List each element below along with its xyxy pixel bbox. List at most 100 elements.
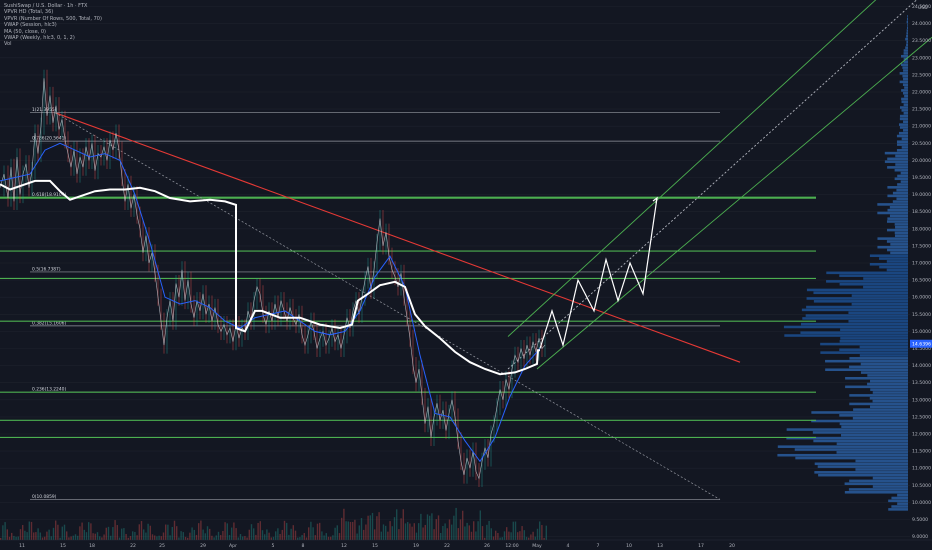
price-tick-label: 11.0000	[912, 466, 931, 472]
time-tick-label: 5	[272, 543, 275, 549]
price-tick-label: 12.5000	[912, 414, 931, 420]
price-tick-label: 22.5000	[912, 72, 931, 78]
volume-profile-bar	[886, 240, 908, 243]
volume-profile-bar	[884, 151, 908, 155]
time-tick-label: 22	[130, 543, 136, 549]
volume-profile-bar	[889, 214, 908, 218]
volume-profile-bar	[906, 17, 908, 21]
volume-bar	[312, 527, 314, 540]
legend-vwap-weekly[interactable]: VWAP (Weekly, hlc3, 0, 1, 2)	[4, 35, 75, 42]
volume-bar	[11, 532, 13, 540]
volume-profile-bar	[777, 445, 908, 448]
volume-profile-bar	[904, 94, 908, 98]
time-tick-label: May	[532, 543, 542, 549]
volume-bar	[52, 527, 55, 540]
volume-bar	[301, 535, 303, 540]
legend-vpvr-hd[interactable]: VPVR HD (Total, 36)	[4, 9, 54, 16]
volume-bar	[33, 532, 35, 540]
volume-bar	[468, 525, 470, 540]
volume-bar	[352, 521, 354, 540]
time-tick-label: 15	[60, 543, 66, 549]
diagonal-dashed-line	[54, 112, 721, 500]
volume-profile-bar	[887, 157, 908, 161]
legend-vol[interactable]: Vol	[4, 41, 12, 48]
drawn-lines[interactable]	[54, 0, 932, 500]
time-tick-label: 29	[200, 543, 206, 549]
volume-bar	[484, 537, 486, 540]
volume-profile-bar	[869, 263, 908, 266]
volume-profile-bar	[906, 40, 908, 44]
volume-profile-bar	[870, 388, 908, 391]
volume-profile-bar	[902, 83, 908, 86]
volume-profile-bar	[901, 63, 908, 67]
volume-profile-bar	[887, 166, 908, 169]
volume-profile-bar	[872, 399, 908, 403]
volume-bar	[486, 524, 488, 540]
legend-vwap-session[interactable]: VWAP (Session, hlc3)	[4, 22, 57, 29]
volume-bar	[299, 537, 301, 540]
price-tick-label: 22.0000	[912, 90, 931, 96]
volume-bar	[490, 528, 492, 540]
volume-bar	[8, 536, 11, 540]
volume-profile-bar	[851, 302, 908, 306]
volume-bar	[378, 512, 380, 540]
volume-bar	[440, 532, 442, 540]
legend-symbol[interactable]: SushiSwap / U.S. Dollar · 1h · FTX	[4, 3, 88, 9]
volume-profile-bar	[900, 180, 908, 183]
volume-profile-bar	[896, 188, 908, 192]
volume-bar	[398, 529, 400, 540]
volume-bar	[367, 515, 369, 540]
legend-ma[interactable]: MA (50, close, 0)	[4, 28, 47, 35]
volume-profile-bar	[839, 422, 908, 426]
volume-bar	[66, 531, 68, 540]
time-tick-label: 11	[19, 543, 25, 549]
volume-bar	[85, 532, 88, 540]
volume-bar	[303, 533, 305, 540]
volume-profile-bar	[851, 294, 908, 297]
volume-bar	[83, 529, 85, 540]
volume-bar	[451, 524, 453, 540]
volume-bar	[0, 538, 2, 540]
volume-bar	[448, 519, 451, 540]
volume-bar	[517, 532, 519, 540]
volume-bar	[206, 526, 209, 540]
volume-profile-bar	[814, 471, 908, 474]
volume-bar	[473, 521, 475, 540]
volume-profile-bar	[869, 396, 908, 400]
volume-profile-bar	[895, 225, 908, 229]
volume-bar	[330, 536, 332, 540]
volume-bar	[222, 530, 224, 540]
volume-profile-bar	[884, 160, 908, 163]
volume-profile-bar	[907, 15, 908, 18]
volume-profile-bar	[901, 137, 908, 141]
time-tick-label: Apr	[229, 543, 237, 549]
price-tick-label: 11.5000	[912, 449, 931, 455]
volume-profile-bar	[887, 208, 908, 212]
volume-profile-bar	[812, 431, 908, 434]
volume-bar	[453, 515, 455, 540]
volume-bar	[167, 524, 169, 540]
volume-bar	[72, 535, 74, 540]
volume-bar	[418, 523, 420, 540]
legend-vpvr[interactable]: VPVR (Number Of Rows, 500, Total, 70)	[4, 15, 102, 22]
volume-bar	[268, 532, 270, 540]
volume-profile-bar	[877, 211, 908, 215]
volume-bar	[345, 521, 347, 540]
volume-profile-bar	[888, 499, 908, 503]
volume-bar	[116, 525, 118, 540]
volume-bar	[521, 526, 523, 540]
volume-bar	[343, 508, 345, 540]
time-tick-label: 13	[657, 543, 663, 549]
price-tick-label: 23.5000	[912, 38, 931, 44]
volume-bar	[233, 522, 235, 540]
price-tick-label: 19.5000	[912, 175, 931, 181]
volume-profile-bar	[906, 26, 908, 29]
volume-bar	[248, 529, 250, 540]
volume-profile-bar	[848, 311, 908, 314]
volume-bar	[132, 531, 134, 540]
volume-profile-bar	[839, 414, 908, 417]
volume-bar	[327, 536, 330, 540]
volume-bar	[147, 523, 149, 540]
